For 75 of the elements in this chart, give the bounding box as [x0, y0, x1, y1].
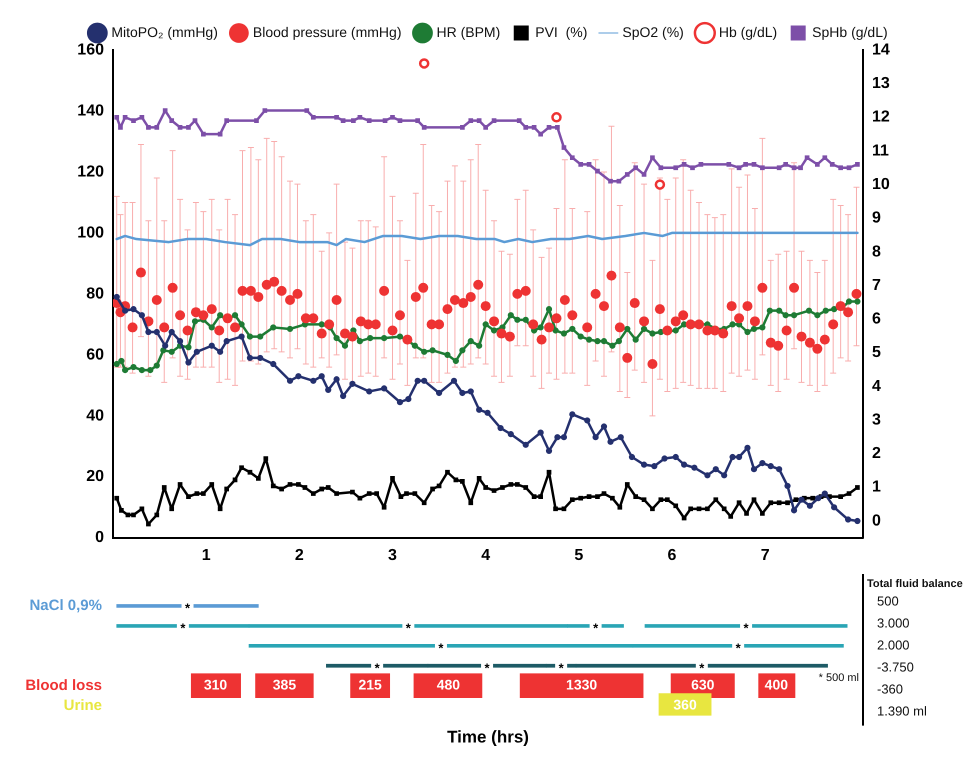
legend-label: SpO2 (%)	[622, 24, 684, 40]
legend-label: SpHb (g/dL)	[812, 24, 888, 40]
y2-tick-label: 6	[872, 310, 881, 328]
annotation: 385	[272, 676, 296, 693]
legend-label: PVI (%)	[535, 24, 588, 40]
data-label: *	[406, 620, 412, 636]
legend-label: Hb (g/dL)	[718, 24, 778, 40]
annotation: 1330	[566, 676, 598, 693]
annotation: * 500 ml	[818, 672, 859, 684]
point	[654, 179, 666, 190]
y2-tick-label: 13	[872, 75, 890, 92]
point	[418, 58, 430, 69]
annotation: 400	[764, 676, 788, 693]
data-label: *	[744, 620, 750, 636]
data-label: *	[736, 640, 742, 656]
x-tick-label: 7	[760, 546, 770, 564]
bar	[116, 604, 259, 608]
text: Total fluid balance	[867, 578, 963, 590]
y-tick-label: 20	[86, 468, 104, 486]
legend-label: MitoPO₂ (mmHg)	[111, 24, 218, 40]
y-tick-label: 140	[77, 102, 104, 120]
y2-tick-label: 14	[872, 41, 890, 58]
data-label: *	[438, 640, 444, 656]
x-tick-label: 5	[574, 546, 584, 564]
text: 1.390 ml	[877, 704, 927, 719]
y2-tick-label: 11	[872, 142, 890, 160]
x-axis-title: Time (hrs)	[447, 727, 529, 746]
annotation: 360	[673, 696, 697, 712]
data-label: *	[374, 660, 381, 676]
annotation: 310	[204, 676, 228, 693]
y-tick-label: NaCl 0,9%	[29, 597, 102, 614]
y-tick-label: Urine	[64, 696, 102, 714]
y-tick-label: 120	[77, 163, 104, 180]
data-label: *	[185, 600, 192, 616]
y-tick-label: 0	[95, 529, 104, 546]
y2-tick-label: 4	[872, 378, 881, 395]
y-tick-label: 80	[86, 285, 104, 302]
y2-tick-label: 3	[872, 411, 881, 428]
y-tick-label: 100	[77, 224, 104, 242]
bar	[414, 673, 482, 698]
text: 3.000	[877, 616, 910, 631]
bar	[520, 673, 644, 698]
y2-tick-label: 0	[872, 512, 881, 530]
data-label: *	[180, 620, 186, 636]
y2-tick-label: 2	[872, 445, 881, 462]
text: -360	[877, 682, 904, 697]
y2-tick-label: 10	[872, 176, 890, 193]
legend-label: HR (BPM)	[436, 24, 500, 40]
y2-tick-label: 1	[872, 478, 881, 496]
x-tick-label: 6	[668, 546, 677, 564]
y2-tick-label: 7	[872, 276, 881, 294]
y2-tick-label: 12	[872, 108, 890, 126]
data-label: *	[699, 660, 706, 676]
y-tick-label: 160	[77, 41, 104, 58]
x-tick-label: 1	[202, 546, 211, 564]
x-tick-label: 4	[481, 546, 490, 564]
y2-tick-label: 8	[872, 243, 881, 260]
data-label: *	[484, 660, 491, 676]
data-label: *	[593, 620, 600, 636]
y-tick-label: Blood loss	[25, 676, 102, 694]
text: 500	[877, 594, 899, 609]
annotation: 215	[358, 676, 382, 693]
point	[551, 112, 562, 123]
x-tick-label: 2	[294, 546, 304, 564]
data-label: *	[558, 660, 565, 676]
y2-tick-label: 9	[872, 210, 881, 227]
legend-label: Blood pressure (mmHg)	[252, 24, 402, 40]
text: 2.000	[877, 638, 910, 653]
x-tick-label: 3	[388, 546, 398, 564]
annotation: 480	[436, 676, 460, 693]
annotation: 630	[691, 676, 715, 693]
y-tick-label: 60	[86, 346, 104, 364]
y2-tick-label: 5	[872, 344, 881, 362]
y-tick-label: 40	[86, 407, 104, 424]
text: -3.750	[877, 660, 914, 675]
